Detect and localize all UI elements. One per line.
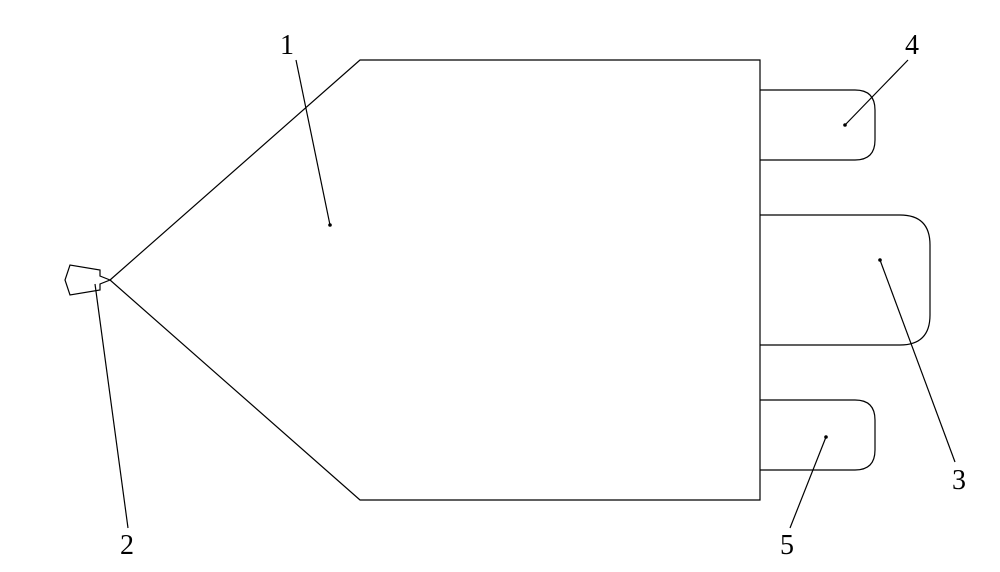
- nose-shape: [65, 265, 110, 295]
- label-3: 3: [952, 465, 966, 497]
- prong-top: [760, 90, 875, 160]
- leader-line-3: [880, 260, 955, 462]
- label-1: 1: [280, 30, 294, 62]
- body-shape: [110, 60, 760, 500]
- leader-line-5: [790, 437, 826, 528]
- label-5: 5: [780, 530, 794, 562]
- leader-line-1: [296, 60, 330, 225]
- technical-diagram: [0, 0, 1000, 572]
- leader-line-4: [845, 60, 908, 125]
- label-4: 4: [905, 30, 919, 62]
- leader-line-2: [95, 284, 128, 528]
- label-2: 2: [120, 530, 134, 562]
